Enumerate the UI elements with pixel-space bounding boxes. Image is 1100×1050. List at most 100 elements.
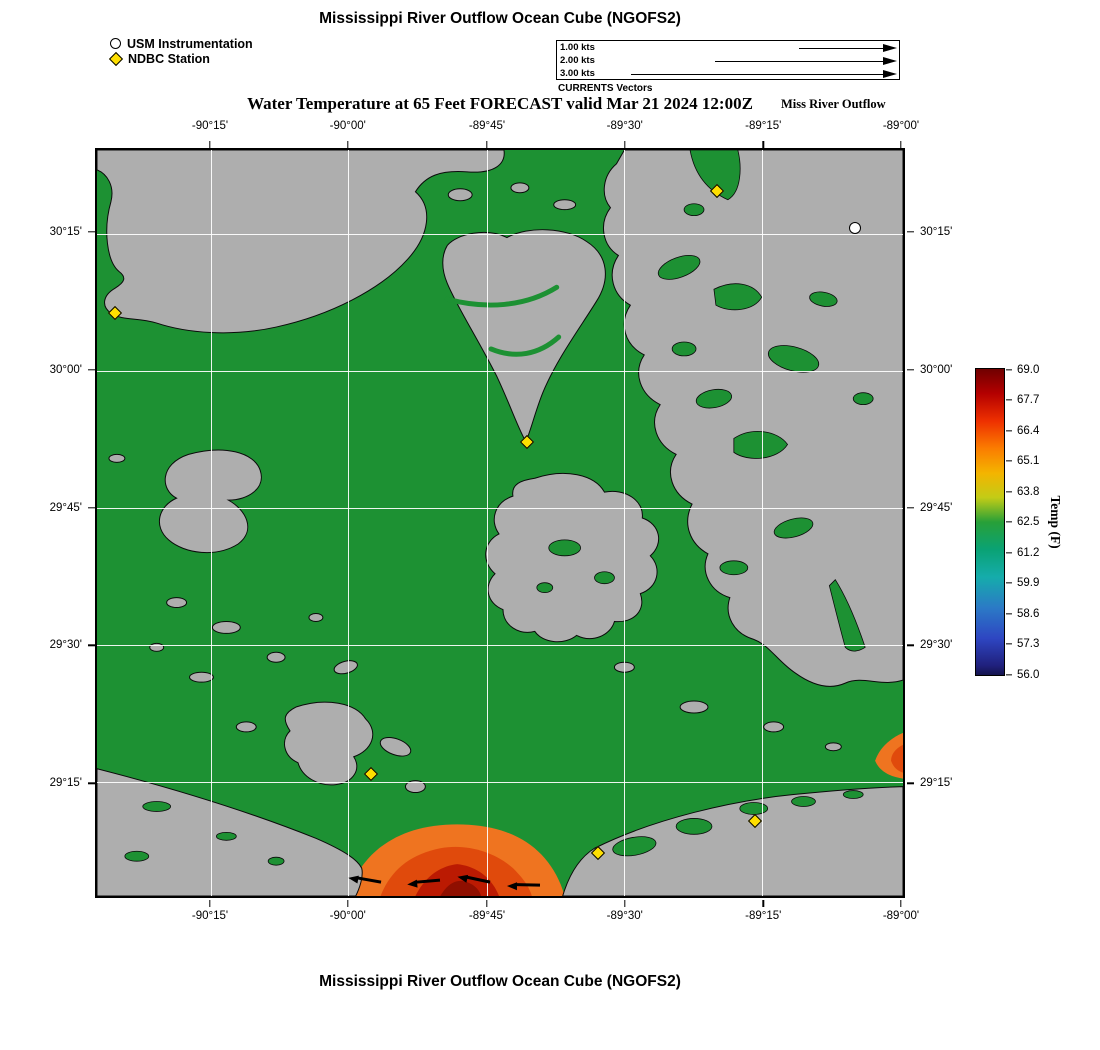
axis-right: 30°15' 30°00' 29°45' 29°30' 29°15' bbox=[907, 148, 1002, 898]
colorbar-tick bbox=[1006, 673, 1012, 676]
colorbar-tick-label: 63.8 bbox=[1017, 485, 1040, 498]
current-vector-arrow bbox=[516, 883, 541, 887]
axis-tick-label: -89°00' bbox=[882, 910, 920, 922]
axis-tick bbox=[88, 231, 95, 233]
colorbar-tick bbox=[1006, 490, 1012, 493]
colorbar-tick-label: 65.1 bbox=[1017, 455, 1040, 467]
gridline-meridian bbox=[211, 150, 213, 896]
colorbar-tick bbox=[1006, 551, 1012, 554]
gridline-parallel bbox=[97, 508, 903, 510]
land-east-mass bbox=[603, 150, 903, 687]
axis-tick bbox=[907, 369, 914, 371]
axis-tick-label: 29°45' bbox=[920, 502, 953, 514]
axis-tick bbox=[347, 141, 349, 148]
axis-tick-label: 30°00' bbox=[920, 364, 953, 376]
axis-tick-label: -90°15' bbox=[191, 910, 229, 922]
colorbar-tick bbox=[1006, 582, 1012, 584]
axis-tick-label: -89°00' bbox=[882, 120, 920, 132]
legend-row-ndbc: NDBC Station bbox=[108, 51, 253, 66]
marsh-water-patches bbox=[124, 150, 874, 866]
gridline-parallel bbox=[97, 781, 903, 783]
usm-instrumentation-marker bbox=[848, 222, 861, 235]
gridline-meridian bbox=[761, 150, 763, 896]
axis-tick bbox=[907, 507, 914, 509]
axis-tick bbox=[88, 369, 95, 371]
axis-tick bbox=[88, 782, 95, 784]
graticule-overlay bbox=[97, 150, 903, 896]
axis-tick bbox=[762, 141, 764, 148]
colorbar-tick bbox=[1006, 643, 1012, 645]
axis-tick-label: 29°15' bbox=[920, 777, 953, 790]
axis-tick bbox=[209, 900, 211, 907]
vector-scale-label: 2.00 kts bbox=[560, 55, 595, 66]
colorbar-tick-label: 66.4 bbox=[1017, 424, 1040, 437]
ndbc-station-marker bbox=[107, 306, 122, 321]
colorbar-gradient bbox=[975, 368, 1005, 676]
vector-scale-label: 3.00 kts bbox=[560, 68, 595, 79]
land-lake-pontchartrain bbox=[97, 150, 505, 334]
axis-bottom: -90°15' -90°00' -89°45' -89°30' -89°15' -89°0… bbox=[95, 900, 919, 930]
vector-scale-row: 1.00 kts bbox=[557, 42, 899, 54]
axis-tick bbox=[88, 644, 95, 646]
gridline-meridian bbox=[348, 150, 350, 896]
vector-scale-line bbox=[631, 74, 883, 75]
vector-arrowhead-icon bbox=[883, 70, 897, 78]
map-frame bbox=[95, 148, 905, 898]
forecast-subtitle: Water Temperature at 65 Feet FORECAST va… bbox=[247, 94, 753, 113]
land-west-blob bbox=[158, 449, 262, 554]
station-marker-overlay bbox=[97, 150, 903, 896]
axis-tick-label: -90°00' bbox=[329, 120, 366, 132]
colorbar-tick-label: 57.3 bbox=[1017, 638, 1040, 650]
gridline-parallel bbox=[97, 370, 903, 372]
tidal-channels bbox=[444, 284, 562, 357]
axis-tick-label: -89°45' bbox=[468, 120, 506, 132]
vector-scale-row: 3.00 kts bbox=[557, 68, 899, 80]
temperature-colorbar: 69.0 67.7 66.4 65.1 63.8 62.5 61.2 59.9 58.6 57.3… bbox=[975, 364, 1100, 681]
axis-tick-label: -89°15' bbox=[745, 120, 782, 132]
colorbar-tick bbox=[1006, 429, 1012, 432]
axis-left: 30°15' 30°00' 29°45' 29°30' 29°15' bbox=[0, 148, 95, 898]
usm-legend-label: USM Instrumentation bbox=[127, 36, 253, 51]
land-center-toe bbox=[442, 229, 606, 443]
currents-vector-scale-box: 1.00 kts 2.00 kts 3.00 kts bbox=[556, 40, 900, 80]
land-southwest-marsh bbox=[284, 701, 374, 786]
colorbar-tick-label: 67.7 bbox=[1017, 394, 1040, 406]
colorbar-tick-label: 59.9 bbox=[1017, 577, 1040, 589]
axis-tick bbox=[624, 900, 626, 907]
axis-tick-label: -90°15' bbox=[191, 120, 229, 132]
colorbar-tick-label: 61.2 bbox=[1017, 546, 1040, 559]
axis-tick-label: -89°45' bbox=[468, 910, 506, 922]
axis-tick bbox=[486, 900, 488, 907]
axis-tick bbox=[907, 782, 914, 784]
axis-tick-label: 29°45' bbox=[49, 502, 82, 514]
axis-tick-label: 30°00' bbox=[49, 364, 82, 376]
axis-tick bbox=[907, 644, 914, 646]
usm-instrumentation-icon bbox=[110, 38, 121, 49]
axis-tick-label: 29°15' bbox=[49, 777, 82, 790]
colorbar-tick-label: 58.6 bbox=[1017, 607, 1040, 620]
axis-tick-label: 29°30' bbox=[49, 639, 82, 652]
warm-patch-east bbox=[875, 732, 903, 779]
colorbar-tick-label: 56.0 bbox=[1017, 668, 1040, 681]
axis-tick bbox=[209, 141, 211, 148]
currents-vectors-caption: CURRENTS Vectors bbox=[558, 83, 653, 94]
axis-tick-label: -89°15' bbox=[745, 910, 782, 922]
axis-tick bbox=[347, 900, 349, 907]
axis-tick-label: -89°30' bbox=[606, 910, 643, 922]
colorbar-tick-label: 69.0 bbox=[1017, 363, 1040, 376]
current-vector-arrow bbox=[356, 876, 381, 884]
colorbar-tick bbox=[1006, 460, 1012, 462]
land-gulf-wedge-east bbox=[562, 786, 903, 896]
ndbc-station-marker bbox=[709, 183, 724, 199]
vector-arrowhead-icon bbox=[883, 57, 897, 65]
page-footer-title: Mississippi River Outflow Ocean Cube (NG… bbox=[319, 973, 681, 990]
colorbar-tick bbox=[1006, 399, 1012, 401]
axis-tick bbox=[907, 231, 914, 233]
axis-tick bbox=[88, 507, 95, 509]
axis-tick-label: -90°00' bbox=[329, 910, 366, 922]
axis-tick bbox=[486, 141, 488, 148]
vector-scale-row: 2.00 kts bbox=[557, 55, 899, 67]
ndbc-legend-label: NDBC Station bbox=[128, 51, 210, 66]
gridline-parallel bbox=[97, 233, 903, 235]
